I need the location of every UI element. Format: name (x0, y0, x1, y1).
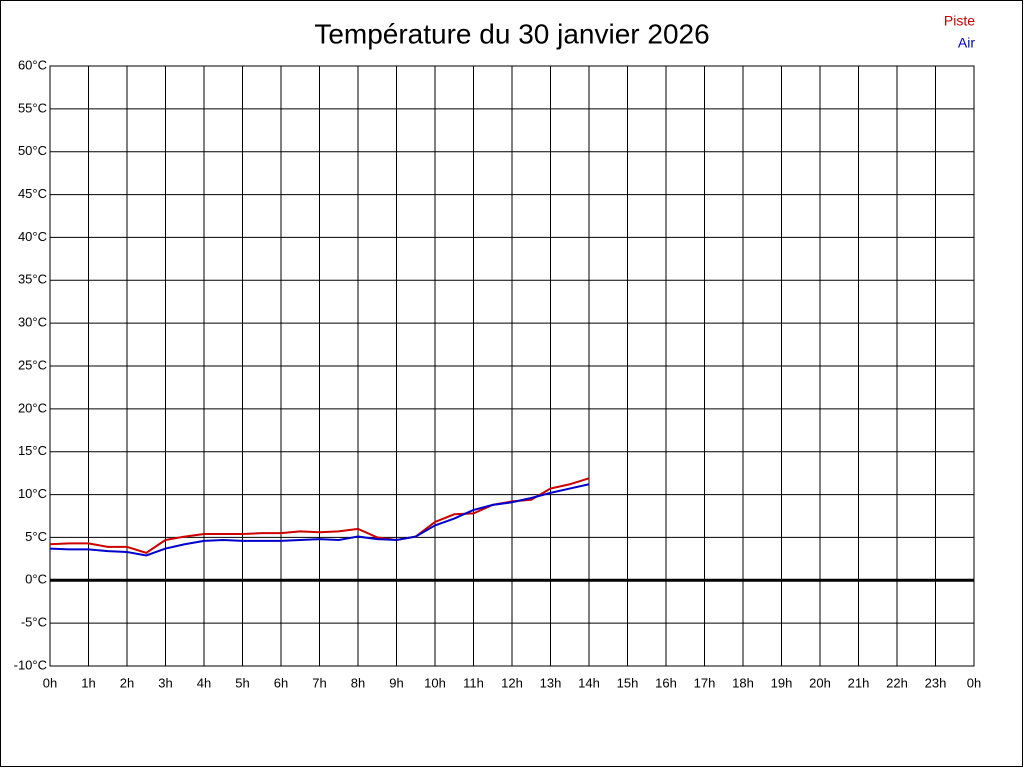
x-tick-label: 10h (424, 675, 446, 690)
x-tick-label: 18h (732, 675, 754, 690)
x-tick-label: 19h (771, 675, 793, 690)
y-tick-label: 35°C (18, 272, 47, 287)
y-tick-label: -5°C (21, 615, 47, 630)
y-tick-label: 10°C (18, 486, 47, 501)
x-tick-label: 6h (274, 675, 288, 690)
y-tick-label: 5°C (25, 529, 47, 544)
legend-entry: Piste (944, 13, 975, 29)
x-tick-label: 2h (120, 675, 134, 690)
x-tick-label: 0h (967, 675, 981, 690)
y-tick-label: -10°C (14, 657, 47, 672)
chart-title: Température du 30 janvier 2026 (314, 18, 709, 49)
y-tick-label: 45°C (18, 186, 47, 201)
y-tick-label: 15°C (18, 443, 47, 458)
x-tick-label: 5h (235, 675, 249, 690)
x-tick-label: 1h (81, 675, 95, 690)
x-tick-label: 13h (540, 675, 562, 690)
x-tick-label: 17h (694, 675, 716, 690)
x-tick-label: 11h (463, 675, 484, 690)
y-tick-label: 0°C (25, 572, 47, 587)
x-tick-label: 0h (43, 675, 57, 690)
x-tick-label: 9h (389, 675, 403, 690)
y-tick-label: 50°C (18, 143, 47, 158)
x-tick-label: 20h (809, 675, 831, 690)
x-tick-label: 23h (925, 675, 947, 690)
x-tick-label: 15h (617, 675, 639, 690)
x-tick-label: 22h (886, 675, 908, 690)
data-line (49, 483, 590, 557)
y-tick-label: 30°C (18, 315, 47, 330)
y-tick-label: 20°C (18, 400, 47, 415)
x-tick-label: 4h (197, 675, 211, 690)
y-tick-label: 40°C (18, 229, 47, 244)
x-tick-label: 7h (312, 675, 326, 690)
x-tick-label: 8h (351, 675, 365, 690)
x-tick-label: 14h (578, 675, 600, 690)
x-tick-label: 16h (655, 675, 677, 690)
x-tick-label: 21h (848, 675, 870, 690)
y-tick-label: 55°C (18, 100, 47, 115)
y-tick-label: 25°C (18, 357, 47, 372)
x-tick-label: 12h (501, 675, 523, 690)
legend-entry: Air (958, 35, 975, 51)
x-tick-label: 3h (158, 675, 172, 690)
y-tick-label: 60°C (18, 57, 47, 72)
